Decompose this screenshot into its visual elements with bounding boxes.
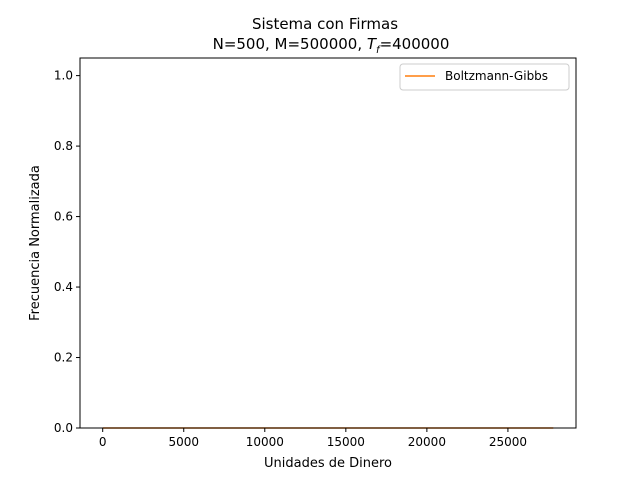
subtitle-sub: f <box>376 45 381 56</box>
legend-label: Boltzmann-Gibbs <box>445 69 548 83</box>
y-tick-label: 0.0 <box>54 421 73 435</box>
y-axis: 0.0 0.2 0.4 0.6 0.8 1.0 <box>54 69 80 435</box>
x-tick-label: 5000 <box>168 435 199 449</box>
x-tick-label: 15000 <box>327 435 365 449</box>
subtitle-prefix: N=500, M=500000, <box>213 35 367 53</box>
x-tick-label: 10000 <box>246 435 284 449</box>
subtitle-suffix: =400000 <box>380 35 450 53</box>
chart-title: Sistema con Firmas <box>252 15 398 33</box>
x-axis-label: Unidades de Dinero <box>264 456 392 471</box>
y-tick-label: 0.4 <box>54 280 73 294</box>
y-tick-label: 0.2 <box>54 351 73 365</box>
x-tick-label: 20000 <box>408 435 446 449</box>
y-tick-label: 1.0 <box>54 69 73 83</box>
subtitle-t: T <box>367 35 378 53</box>
y-tick-label: 0.8 <box>54 139 73 153</box>
y-axis-label: Frecuencia Normalizada <box>28 165 43 321</box>
legend: Boltzmann-Gibbs <box>399 63 570 91</box>
plot-frame <box>79 57 577 429</box>
x-tick-label: 25000 <box>489 435 527 449</box>
chart-subtitle: N=500, M=500000, Tf=400000 <box>213 35 450 56</box>
y-tick-label: 0.6 <box>54 210 73 224</box>
x-tick-label: 0 <box>99 435 107 449</box>
legend-box <box>399 63 570 91</box>
x-axis: 0 5000 10000 15000 20000 25000 <box>99 428 527 449</box>
